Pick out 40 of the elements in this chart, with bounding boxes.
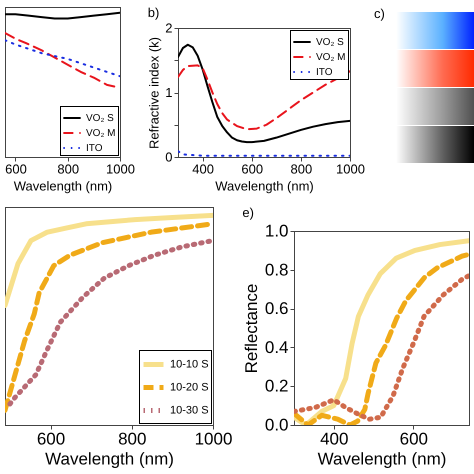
legend-label: VO₂ S [86, 113, 114, 124]
x-tick-label: 1000 [194, 430, 232, 448]
y-tick-label: 0.8 [264, 260, 288, 280]
y-tick-label: 0.0 [264, 416, 288, 434]
x-tick-label: 800 [57, 162, 80, 176]
legend-label: VO₂ M [86, 128, 116, 139]
x-axis-title: Wavelength (nm) [215, 178, 314, 194]
x-tick-label: 800 [118, 430, 146, 448]
x-tick-label: 1000 [336, 162, 365, 176]
x-axis-title: Wavelength (nm) [318, 450, 446, 468]
legend-label: VO₂ S [316, 37, 344, 48]
y-axis-title: Reflectance [242, 284, 261, 374]
chart-title: e) [242, 205, 254, 220]
x-tick-label: 1000 [106, 162, 135, 176]
legend-label: ITO [86, 143, 103, 154]
legend-label: VO₂ M [316, 52, 346, 63]
chart-title: b) [148, 5, 160, 20]
y-tick-label: 0 [165, 150, 172, 164]
line-series [178, 64, 350, 130]
legend-label: 10-30 S [170, 404, 209, 416]
x-tick-label: 800 [290, 162, 312, 176]
x-tick-label: 600 [241, 162, 264, 176]
y-tick-label: 0.2 [264, 376, 288, 396]
x-axis-title: Wavelength (nm) [45, 450, 174, 468]
legend-label: 10-10 S [170, 358, 209, 370]
x-tick-label: 600 [400, 430, 428, 448]
x-tick-label: 400 [320, 430, 348, 448]
text: c) [374, 6, 385, 21]
x-axis-title: Wavelength (nm) [14, 178, 112, 194]
x-tick-label: 400 [192, 162, 214, 176]
y-tick-label: 1.0 [264, 222, 288, 240]
y-tick-label: 0.4 [264, 338, 288, 357]
legend-label: 10-20 S [170, 382, 209, 394]
legend-label: ITO [316, 67, 333, 78]
y-tick-label: 0.6 [264, 299, 288, 318]
y-tick-label: 2 [165, 20, 172, 36]
y-tick-label: 1 [165, 85, 172, 100]
y-axis-title: Refractive index (k) [146, 37, 162, 149]
x-tick-label: 600 [36, 430, 66, 448]
x-tick-label: 600 [5, 162, 27, 176]
